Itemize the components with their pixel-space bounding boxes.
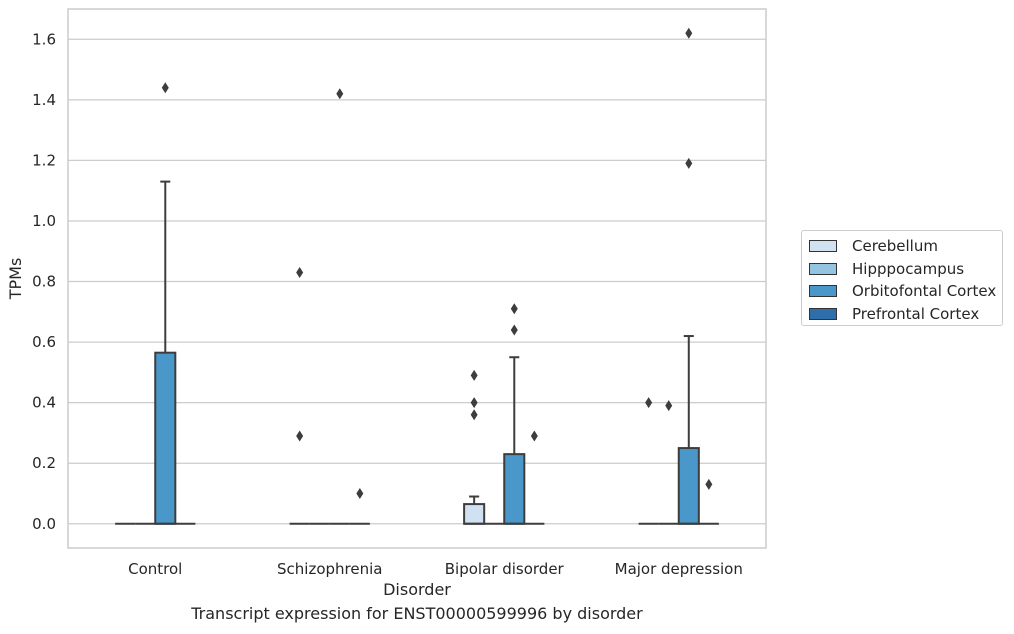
- y-tick-label: 0.2: [32, 454, 56, 472]
- y-tick-label: 1.0: [32, 212, 56, 230]
- outlier-point: [685, 157, 693, 169]
- box: [503, 453, 526, 525]
- legend-swatch: [809, 262, 837, 275]
- outlier-point: [510, 324, 518, 336]
- outlier-point: [685, 27, 693, 39]
- outlier-point: [470, 369, 478, 381]
- y-tick-label: 1.2: [32, 151, 56, 169]
- y-tick-label: 0.0: [32, 515, 56, 533]
- legend: Cerebellum Hipppocampus Orbitofontal Corte…: [801, 230, 1003, 326]
- legend-swatch: [809, 240, 837, 253]
- outlier-point: [470, 397, 478, 409]
- legend-label: Prefrontal Cortex: [852, 304, 980, 323]
- x-tick-label: Control: [128, 560, 182, 578]
- legend-label: Hipppocampus: [852, 259, 965, 278]
- outlier-point: [296, 266, 304, 278]
- legend-swatch: [809, 307, 837, 320]
- y-tick-label: 0.8: [32, 273, 56, 291]
- x-axis-label: Disorder: [383, 580, 451, 599]
- x-tick-label: Schizophrenia: [277, 560, 382, 578]
- box: [677, 447, 700, 525]
- legend-item: Orbitofontal Cortex: [809, 280, 1002, 303]
- y-tick-label: 1.4: [32, 91, 56, 109]
- outlier-point: [705, 478, 713, 490]
- y-tick-label: 1.6: [32, 30, 56, 48]
- y-tick-label: 0.6: [32, 333, 56, 351]
- y-tick-label: 0.4: [32, 394, 56, 412]
- chart-caption: Transcript expression for ENST0000059999…: [191, 604, 643, 623]
- legend-label: Orbitofontal Cortex: [852, 282, 997, 301]
- outlier-point: [645, 397, 653, 409]
- box: [154, 351, 177, 525]
- outlier-point: [530, 430, 538, 442]
- outlier-point: [510, 303, 518, 315]
- legend-item: Hipppocampus: [809, 258, 1002, 281]
- legend-item: Cerebellum: [809, 235, 1002, 258]
- outlier-point: [665, 400, 673, 412]
- y-axis-label: TPMs: [6, 258, 25, 301]
- outlier-point: [470, 409, 478, 421]
- x-tick-label: Major depression: [615, 560, 743, 578]
- legend-swatch: [809, 285, 837, 298]
- outlier-point: [161, 82, 169, 94]
- outlier-point: [356, 487, 364, 499]
- box: [463, 503, 486, 525]
- outlier-point: [296, 430, 304, 442]
- x-tick-label: Bipolar disorder: [445, 560, 565, 578]
- plot-frame: [67, 8, 767, 549]
- legend-label: Cerebellum: [852, 237, 938, 256]
- outlier-point: [336, 88, 344, 100]
- legend-item: Prefrontal Cortex: [809, 303, 1002, 326]
